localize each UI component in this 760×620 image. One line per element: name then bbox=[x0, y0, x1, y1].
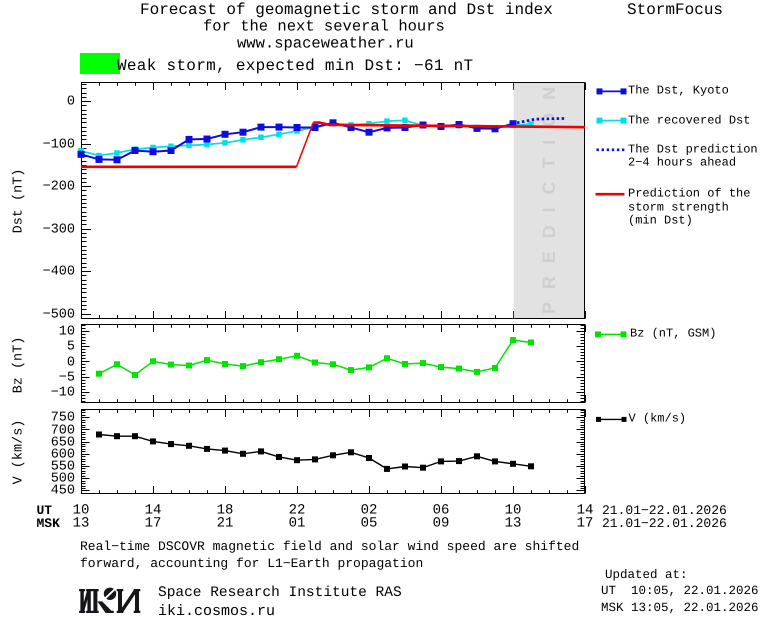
svg-text:PREDICTION: PREDICTION bbox=[539, 74, 559, 314]
